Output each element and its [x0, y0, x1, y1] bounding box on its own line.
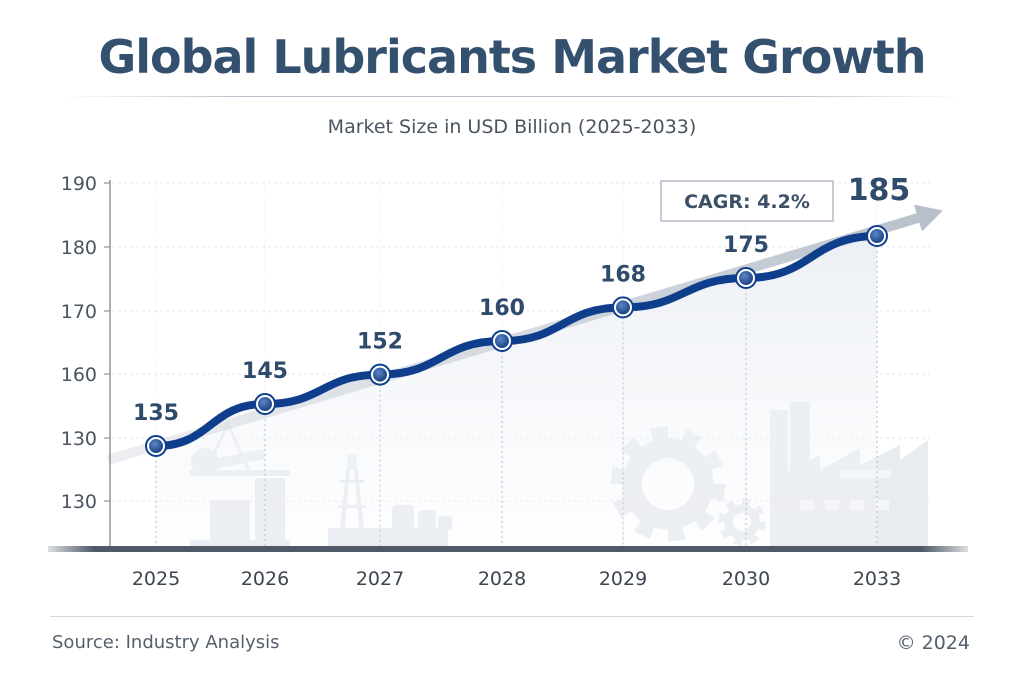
y-tick-label: 130 [61, 491, 97, 513]
data-label: 175 [723, 233, 769, 258]
x-axis [48, 546, 968, 552]
data-label: 152 [357, 330, 403, 355]
data-point [495, 334, 509, 348]
x-tick-label: 2025 [132, 568, 180, 590]
x-axis-ticks: 2025 2026 2027 2028 2029 2030 2033 [132, 568, 901, 590]
y-tick-label: 130 [61, 428, 97, 450]
cagr-label: CAGR: 4.2% [684, 191, 810, 213]
data-labels: 135 145 152 160 168 175 185 [133, 173, 910, 426]
y-tick-label: 180 [61, 237, 97, 259]
x-tick-label: 2029 [599, 568, 647, 590]
x-tick-label: 2027 [356, 568, 404, 590]
y-axis-ticks: 190 180 170 160 130 130 [61, 173, 110, 513]
chart-title: Global Lubricants Market Growth [98, 30, 926, 84]
x-tick-label: 2028 [478, 568, 526, 590]
area-fill [156, 236, 877, 546]
x-tick-label: 2033 [853, 568, 901, 590]
data-point [149, 439, 163, 453]
chart-subtitle: Market Size in USD Billion (2025-2033) [327, 116, 697, 138]
x-tick-label: 2030 [722, 568, 770, 590]
data-markers [145, 225, 888, 457]
data-point [739, 271, 753, 285]
data-point [258, 397, 272, 411]
data-point [870, 229, 884, 243]
y-tick-label: 160 [61, 364, 97, 386]
data-point [373, 367, 387, 382]
copyright-note: © 2024 [896, 632, 970, 654]
y-tick-label: 170 [61, 301, 97, 323]
y-tick-label: 190 [61, 173, 97, 195]
data-label: 168 [600, 262, 646, 287]
title-divider [60, 96, 964, 97]
data-label: 160 [479, 296, 525, 321]
x-tick-label: 2026 [241, 568, 289, 590]
drop-lines [155, 246, 878, 546]
data-point [616, 300, 630, 315]
data-label: 145 [242, 359, 288, 384]
data-label: 185 [848, 173, 911, 208]
cagr-annotation: CAGR: 4.2% [660, 180, 834, 222]
data-label: 135 [133, 401, 179, 426]
footer-divider [50, 616, 974, 617]
source-note: Source: Industry Analysis [52, 632, 280, 653]
